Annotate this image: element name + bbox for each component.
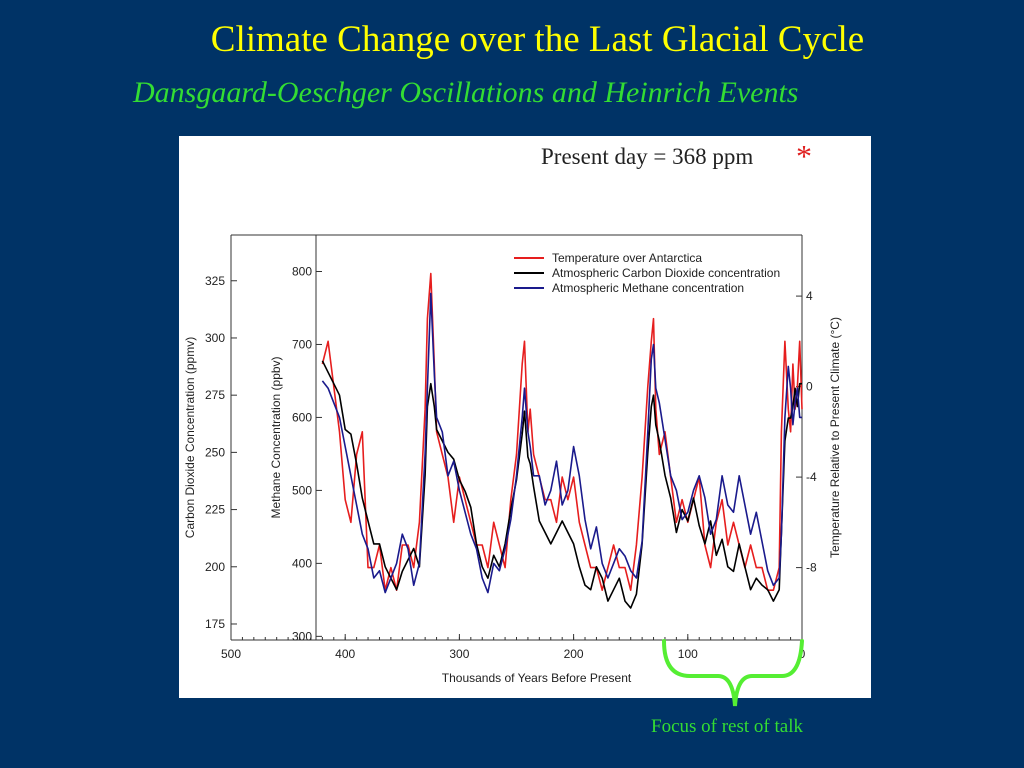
co2-tick-label: 325 [205, 274, 225, 288]
co2-tick-label: 250 [205, 445, 225, 459]
present-day-star: * [796, 138, 812, 174]
methane-tick-label: 600 [292, 410, 312, 424]
methane-tick-label: 700 [292, 337, 312, 351]
co2-axis-title: Carbon Dioxide Concentration (ppmv) [183, 337, 197, 538]
x-tick-label: 100 [678, 647, 698, 661]
x-tick-label: 200 [564, 647, 584, 661]
chart-panel: 500 400 300 200 100 0 Thousands of Years Befor… [179, 136, 871, 698]
co2-tick-label: 225 [205, 503, 225, 517]
temperature-tick-label: 0 [806, 380, 813, 394]
x-axis-title: Thousands of Years Before Present [442, 671, 632, 685]
co2-tick-label: 275 [205, 388, 225, 402]
legend-label: Atmospheric Methane concentration [552, 281, 744, 295]
series-line [321, 360, 802, 609]
temperature-tick-label: -8 [806, 561, 817, 575]
methane-tick-label: 500 [292, 483, 312, 497]
co2-tick-label: 175 [205, 617, 225, 631]
slide-title: Climate Change over the Last Glacial Cyc… [210, 19, 865, 60]
chart-svg: 500 400 300 200 100 0 Thousands of Years Befor… [183, 234, 842, 685]
temperature-axis-title: Temperature Relative to Present Climate … [828, 317, 842, 558]
focus-brace-curve [662, 639, 804, 707]
methane-tick-label: 400 [292, 556, 312, 570]
methane-tick-label: 300 [292, 629, 312, 643]
methane-axis-title: Methane Concentration (ppbv) [269, 356, 283, 518]
temperature-tick-label: -4 [806, 470, 817, 484]
x-tick-label: 300 [449, 647, 469, 661]
slide-subtitle: Dansgaard-Oeschger Oscillations and Hein… [133, 76, 799, 109]
present-day-label: Present day = 368 ppm [541, 144, 754, 169]
x-tick-label: 500 [221, 647, 241, 661]
methane-tick-label: 800 [292, 264, 312, 278]
co2-tick-label: 200 [205, 560, 225, 574]
x-tick-label: 400 [335, 647, 355, 661]
legend-label: Atmospheric Carbon Dioxide concentration [552, 266, 780, 280]
series-line [321, 292, 802, 594]
co2-tick-label: 300 [205, 331, 225, 345]
legend-label: Temperature over Antarctica [552, 251, 702, 265]
temperature-tick-label: 4 [806, 289, 813, 303]
focus-note: Focus of rest of talk [651, 716, 803, 737]
